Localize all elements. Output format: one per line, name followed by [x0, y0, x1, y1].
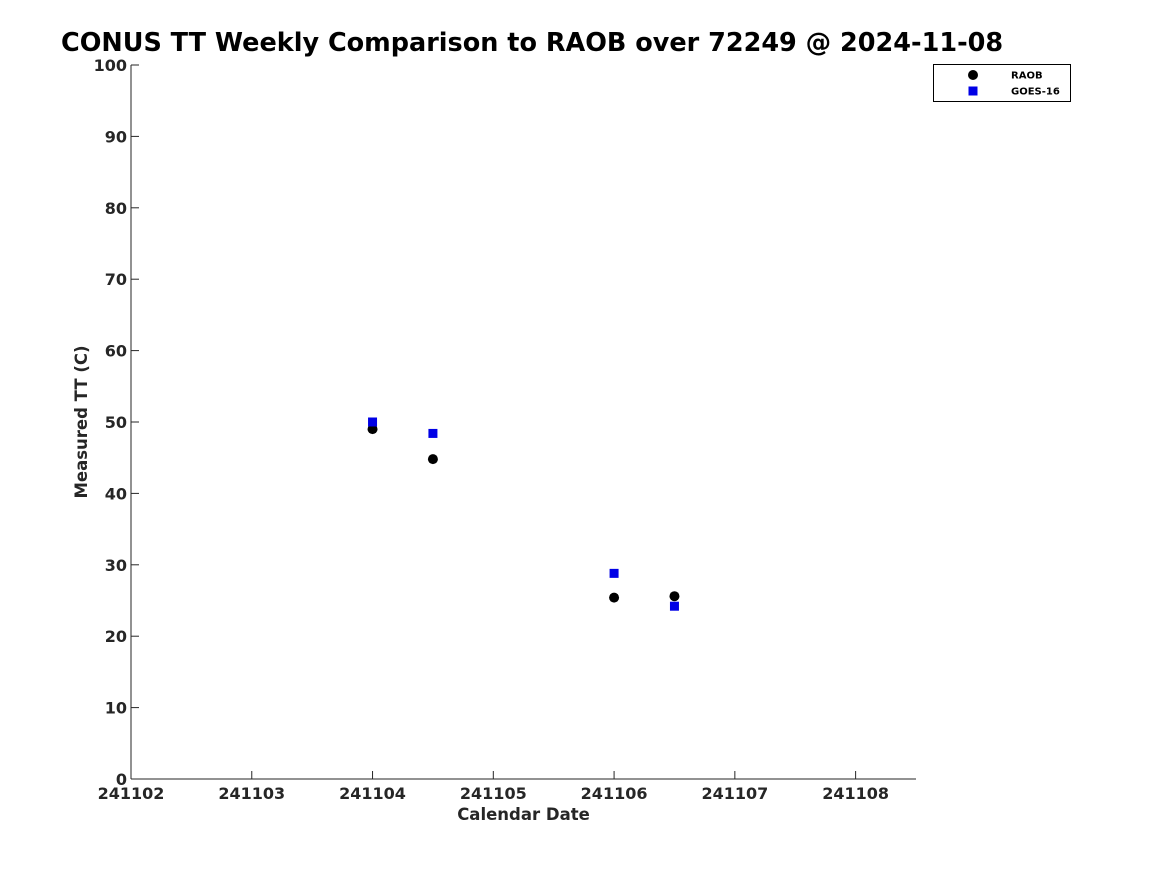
chart-title: CONUS TT Weekly Comparison to RAOB over … [61, 28, 1004, 58]
x-tick-label: 241106 [581, 784, 648, 803]
x-tick-label: 241103 [218, 784, 285, 803]
y-tick-label: 80 [105, 199, 127, 218]
axes [130, 65, 916, 780]
raob-point [427, 454, 438, 465]
x-tick-label: 241105 [460, 784, 527, 803]
x-tick-label: 241108 [822, 784, 889, 803]
y-axis-ticks: 0 10 20 30 40 50 60 70 80 90 100 [94, 56, 139, 789]
legend-marker-goes-16 [968, 86, 978, 96]
y-axis-label: Measured TT (C) [72, 345, 91, 498]
raob-point [669, 591, 680, 602]
y-tick-label: 50 [105, 413, 127, 432]
y-tick-label: 30 [105, 556, 127, 575]
x-axis-ticks: 241102 241103 241104 241105 241106 241107 2411… [98, 771, 889, 803]
legend-box [933, 64, 1071, 102]
data-points [367, 417, 680, 611]
legend-label-goes-16: GOES-16 [1011, 87, 1060, 98]
goes-16-point [428, 428, 438, 438]
legend: RAOB GOES-16 [933, 64, 1071, 102]
legend-marker-raob [968, 70, 978, 80]
legend-label-raob: RAOB [1011, 71, 1043, 82]
goes-16-point [609, 568, 619, 578]
y-tick-label: 40 [105, 484, 127, 503]
goes-16-point [669, 601, 679, 611]
y-tick-label: 10 [105, 699, 127, 718]
y-tick-label: 100 [94, 56, 127, 75]
x-axis-label: Calendar Date [457, 805, 590, 824]
y-tick-label: 20 [105, 627, 127, 646]
x-tick-label: 241104 [339, 784, 406, 803]
y-tick-label: 70 [105, 270, 127, 289]
x-tick-label: 241102 [98, 784, 165, 803]
y-tick-label: 90 [105, 127, 127, 146]
raob-point [609, 592, 620, 603]
x-tick-label: 241107 [701, 784, 768, 803]
raob-point [367, 424, 378, 435]
y-tick-label: 60 [105, 342, 127, 361]
y-tick-label: 0 [116, 770, 127, 789]
goes-16-point [368, 417, 378, 427]
